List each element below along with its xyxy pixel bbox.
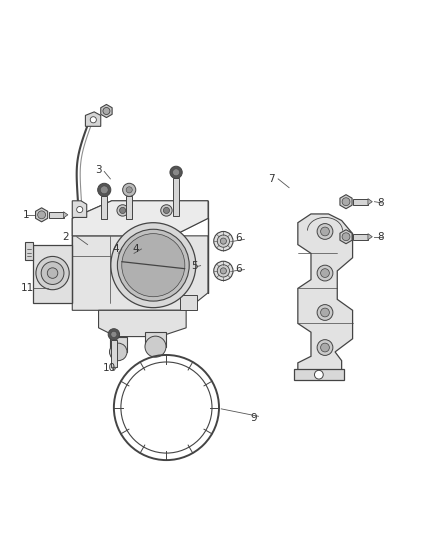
Polygon shape bbox=[25, 241, 33, 260]
Circle shape bbox=[47, 268, 58, 278]
Circle shape bbox=[217, 265, 230, 277]
Circle shape bbox=[38, 211, 46, 219]
Circle shape bbox=[77, 206, 83, 213]
Circle shape bbox=[123, 183, 136, 197]
Circle shape bbox=[220, 268, 226, 274]
Circle shape bbox=[321, 269, 329, 278]
Polygon shape bbox=[368, 233, 372, 240]
Polygon shape bbox=[72, 201, 87, 217]
Circle shape bbox=[90, 117, 96, 123]
Polygon shape bbox=[298, 214, 353, 381]
Text: 5: 5 bbox=[191, 261, 198, 271]
Polygon shape bbox=[72, 201, 208, 236]
Circle shape bbox=[220, 238, 226, 244]
Circle shape bbox=[317, 223, 333, 239]
Circle shape bbox=[100, 186, 108, 194]
Circle shape bbox=[111, 332, 117, 337]
Polygon shape bbox=[49, 212, 64, 218]
Circle shape bbox=[321, 227, 329, 236]
Polygon shape bbox=[340, 195, 352, 209]
Polygon shape bbox=[101, 104, 112, 118]
Circle shape bbox=[217, 235, 230, 247]
Circle shape bbox=[163, 207, 170, 214]
Polygon shape bbox=[33, 245, 72, 303]
Text: 4: 4 bbox=[113, 244, 120, 254]
Polygon shape bbox=[35, 208, 48, 222]
Polygon shape bbox=[99, 310, 186, 336]
Text: 7: 7 bbox=[268, 174, 275, 184]
Text: 3: 3 bbox=[95, 165, 102, 175]
Polygon shape bbox=[110, 336, 127, 352]
Circle shape bbox=[110, 343, 127, 361]
Polygon shape bbox=[111, 340, 117, 367]
Text: 11: 11 bbox=[21, 284, 34, 293]
Text: 6: 6 bbox=[235, 264, 242, 273]
Polygon shape bbox=[353, 199, 368, 205]
Circle shape bbox=[214, 261, 233, 280]
Text: 10: 10 bbox=[103, 363, 116, 373]
Polygon shape bbox=[173, 179, 179, 216]
Circle shape bbox=[317, 304, 333, 320]
Polygon shape bbox=[353, 233, 368, 240]
Circle shape bbox=[41, 262, 64, 285]
Polygon shape bbox=[180, 295, 197, 310]
Polygon shape bbox=[101, 197, 107, 219]
Circle shape bbox=[122, 233, 185, 297]
Circle shape bbox=[317, 265, 333, 281]
Circle shape bbox=[321, 343, 329, 352]
Circle shape bbox=[173, 169, 180, 176]
Circle shape bbox=[36, 256, 69, 290]
Text: 9: 9 bbox=[251, 413, 258, 423]
Circle shape bbox=[108, 329, 120, 340]
Polygon shape bbox=[145, 332, 166, 346]
Circle shape bbox=[98, 183, 111, 197]
Text: 8: 8 bbox=[378, 232, 385, 242]
Text: 4: 4 bbox=[132, 244, 139, 254]
Circle shape bbox=[161, 205, 172, 216]
Polygon shape bbox=[72, 236, 208, 310]
Polygon shape bbox=[64, 212, 68, 218]
Circle shape bbox=[126, 187, 132, 193]
Circle shape bbox=[317, 340, 333, 356]
Circle shape bbox=[103, 108, 110, 115]
Circle shape bbox=[117, 229, 189, 301]
Circle shape bbox=[145, 336, 166, 357]
Circle shape bbox=[170, 166, 182, 179]
Text: 6: 6 bbox=[235, 233, 242, 243]
Polygon shape bbox=[85, 112, 101, 126]
Circle shape bbox=[120, 207, 126, 214]
Polygon shape bbox=[340, 230, 352, 244]
Polygon shape bbox=[294, 369, 344, 381]
Polygon shape bbox=[368, 199, 372, 205]
Circle shape bbox=[342, 233, 350, 241]
Polygon shape bbox=[126, 197, 132, 219]
Text: 2: 2 bbox=[62, 232, 69, 242]
Circle shape bbox=[321, 308, 329, 317]
Text: 1: 1 bbox=[23, 210, 30, 220]
Text: 8: 8 bbox=[378, 198, 385, 208]
Circle shape bbox=[342, 198, 350, 206]
Circle shape bbox=[111, 223, 196, 308]
Circle shape bbox=[117, 205, 128, 216]
Polygon shape bbox=[111, 367, 117, 371]
Circle shape bbox=[314, 370, 323, 379]
Circle shape bbox=[214, 231, 233, 251]
Polygon shape bbox=[72, 201, 208, 236]
